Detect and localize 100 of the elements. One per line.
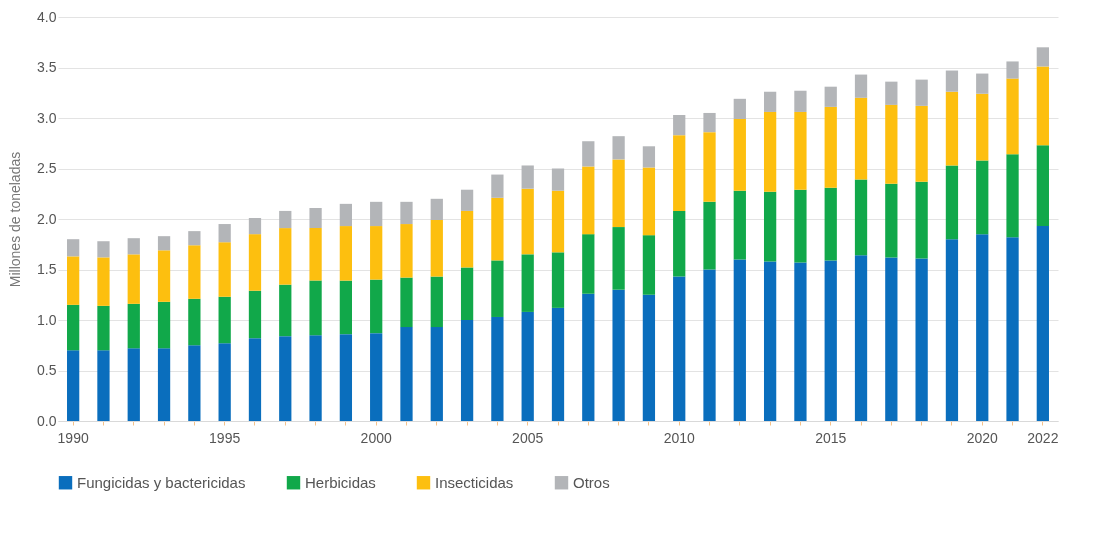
bar [127,238,140,255]
bar [309,335,322,421]
bar [885,257,898,421]
y-tick-label: 4.0 [37,8,57,25]
bar [248,217,262,235]
bar [400,327,413,421]
bar [642,235,656,295]
bar [218,296,231,344]
legend-label: Insecticidas [435,473,514,491]
y-tick-label: 2.0 [37,210,57,227]
bar [309,228,322,281]
bar [733,119,746,191]
bar [370,333,383,421]
bar [370,226,383,280]
bar [673,276,686,421]
bar [582,234,595,294]
bar [309,280,322,336]
x-tick-label: 2005 [512,429,544,446]
bar [218,224,231,243]
bar [1006,78,1019,155]
bar [824,187,837,261]
bar [703,269,716,421]
legend-label: Fungicidas y bactericidas [77,473,246,491]
bar [491,197,504,261]
bar [915,105,928,182]
bar [188,345,201,421]
bar [976,93,989,161]
bar [188,298,201,346]
bar [157,301,171,349]
bar [1036,47,1049,67]
bar [885,183,898,258]
bar [703,112,716,133]
x-tick-label: 1990 [57,429,89,446]
bar [673,135,686,211]
bar [491,174,504,198]
bar [97,241,110,258]
bar [430,198,443,221]
x-tick-label: 2000 [360,429,392,446]
bar [763,261,777,421]
bar [521,188,534,255]
bar [430,327,443,421]
bar [854,179,868,256]
bar [400,201,413,225]
legend-label: Herbicidas [305,473,376,491]
bar [460,189,474,211]
bar [339,203,353,227]
bar [582,293,595,421]
x-tick-label: 2010 [663,429,695,446]
bar [945,70,959,92]
bar [703,132,716,202]
bar [763,111,777,192]
bar [976,234,989,421]
bar [248,338,262,421]
bar [400,224,413,278]
bar [127,303,140,349]
bar [248,290,262,339]
bar [642,167,656,236]
bar [339,280,353,335]
bar [1036,226,1049,421]
bar [945,239,959,421]
bar [370,279,383,334]
bar [248,234,262,291]
bar [551,252,565,308]
bar [218,343,231,421]
x-tick-label: 2020 [966,429,999,446]
bar [854,74,868,98]
bar [824,260,837,421]
bar [279,336,292,421]
bar [733,98,746,120]
bar [97,350,110,421]
y-tick-label: 3.0 [37,109,57,126]
bar [1006,154,1019,238]
bar [309,207,322,229]
bar [188,245,201,299]
bar [794,189,807,263]
bar [915,181,928,259]
bar [551,190,565,253]
bar [521,311,534,421]
y-tick-label: 2.5 [37,160,57,176]
bar [279,284,292,337]
bar [612,227,625,290]
bar [915,258,928,421]
bar [854,97,868,180]
bar [67,239,80,257]
bar [794,262,807,421]
bar [976,73,989,94]
x-tick-label: 2015 [815,429,847,446]
x-tick-label: 1995 [209,429,241,446]
bar [67,350,80,421]
bar [763,191,777,262]
bar [491,316,504,421]
bar [370,201,383,227]
bar [127,254,140,304]
bar [642,294,656,421]
bar [794,90,807,112]
y-tick-label: 0.5 [37,362,57,378]
bar [612,159,625,228]
bar [854,255,868,421]
bar [1006,237,1019,421]
y-tick-label: 1.0 [37,311,57,328]
